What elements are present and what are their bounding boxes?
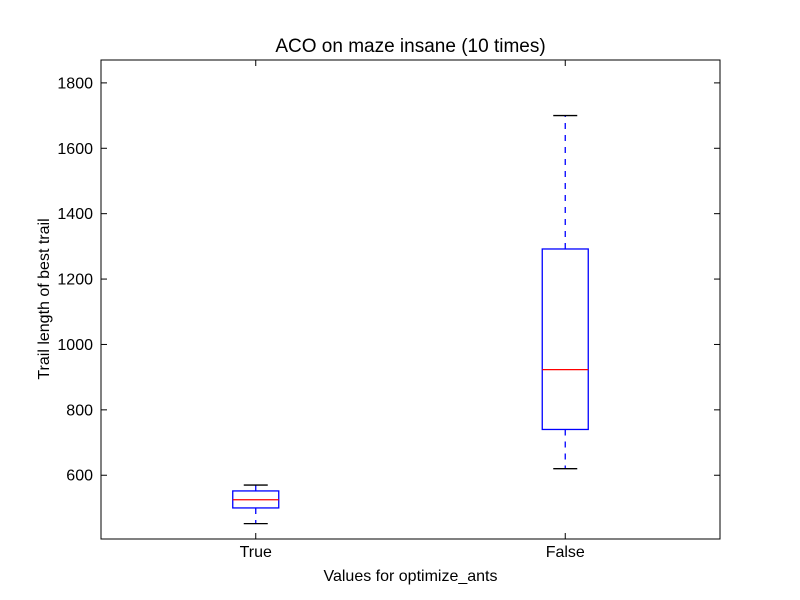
box-false bbox=[541, 114, 589, 470]
box-series bbox=[232, 114, 589, 525]
y-tick-label-1400: 1400 bbox=[57, 206, 93, 223]
axis-ticks: 600 800 1000 1200 1400 1600 1800 True False bbox=[57, 60, 720, 561]
y-tick-label-1600: 1600 bbox=[57, 141, 93, 158]
y-tick-label-800: 800 bbox=[66, 402, 93, 419]
iqr-box-false bbox=[541, 248, 589, 431]
y-tick-label-1000: 1000 bbox=[57, 337, 93, 354]
y-axis-label: Trail length of best trail bbox=[36, 218, 53, 379]
x-tick-label-false: False bbox=[546, 544, 585, 561]
x-axis-label: Values for optimize_ants bbox=[323, 568, 497, 585]
y-tick-label-1200: 1200 bbox=[57, 272, 93, 289]
x-tick-label-true: True bbox=[240, 544, 272, 561]
y-tick-label-600: 600 bbox=[66, 468, 93, 485]
box-true bbox=[232, 484, 280, 525]
y-tick-label-1800: 1800 bbox=[57, 75, 93, 92]
chart-title: ACO on maze insane (10 times) bbox=[275, 36, 545, 57]
plot-area bbox=[100, 59, 721, 540]
